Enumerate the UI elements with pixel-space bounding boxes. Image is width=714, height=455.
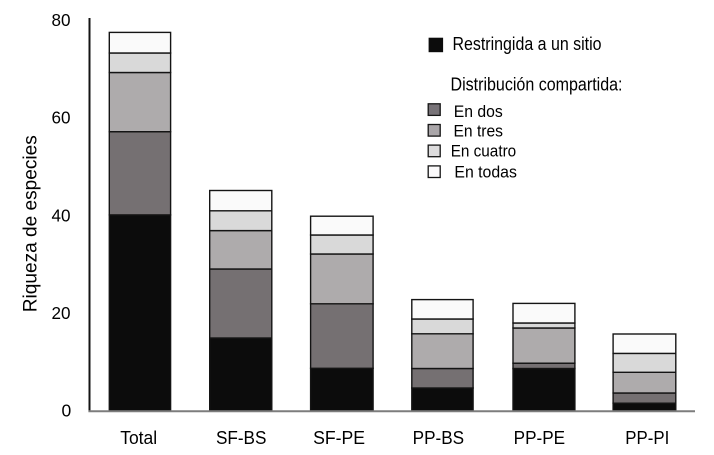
svg-text:Riqueza de especies: Riqueza de especies <box>21 135 42 312</box>
svg-text:PP-BS: PP-BS <box>413 428 465 448</box>
svg-text:0: 0 <box>61 401 71 421</box>
svg-text:80: 80 <box>52 10 71 30</box>
svg-text:SF-PE: SF-PE <box>313 428 365 448</box>
svg-text:Distribución compartida:: Distribución compartida: <box>451 75 623 95</box>
svg-text:PP-PE: PP-PE <box>514 428 566 448</box>
svg-text:Total: Total <box>120 428 157 448</box>
svg-text:Restringida a un sitio: Restringida a un sitio <box>453 34 602 54</box>
svg-text:60: 60 <box>52 108 71 128</box>
svg-text:40: 40 <box>52 205 71 225</box>
svg-text:En cuatro: En cuatro <box>451 143 517 161</box>
svg-text:En tres: En tres <box>454 123 504 141</box>
svg-text:20: 20 <box>52 303 71 323</box>
svg-text:En dos: En dos <box>454 103 503 121</box>
svg-text:En todas: En todas <box>454 163 517 181</box>
svg-text:PP-PI: PP-PI <box>625 428 669 448</box>
svg-text:SF-BS: SF-BS <box>216 428 267 448</box>
